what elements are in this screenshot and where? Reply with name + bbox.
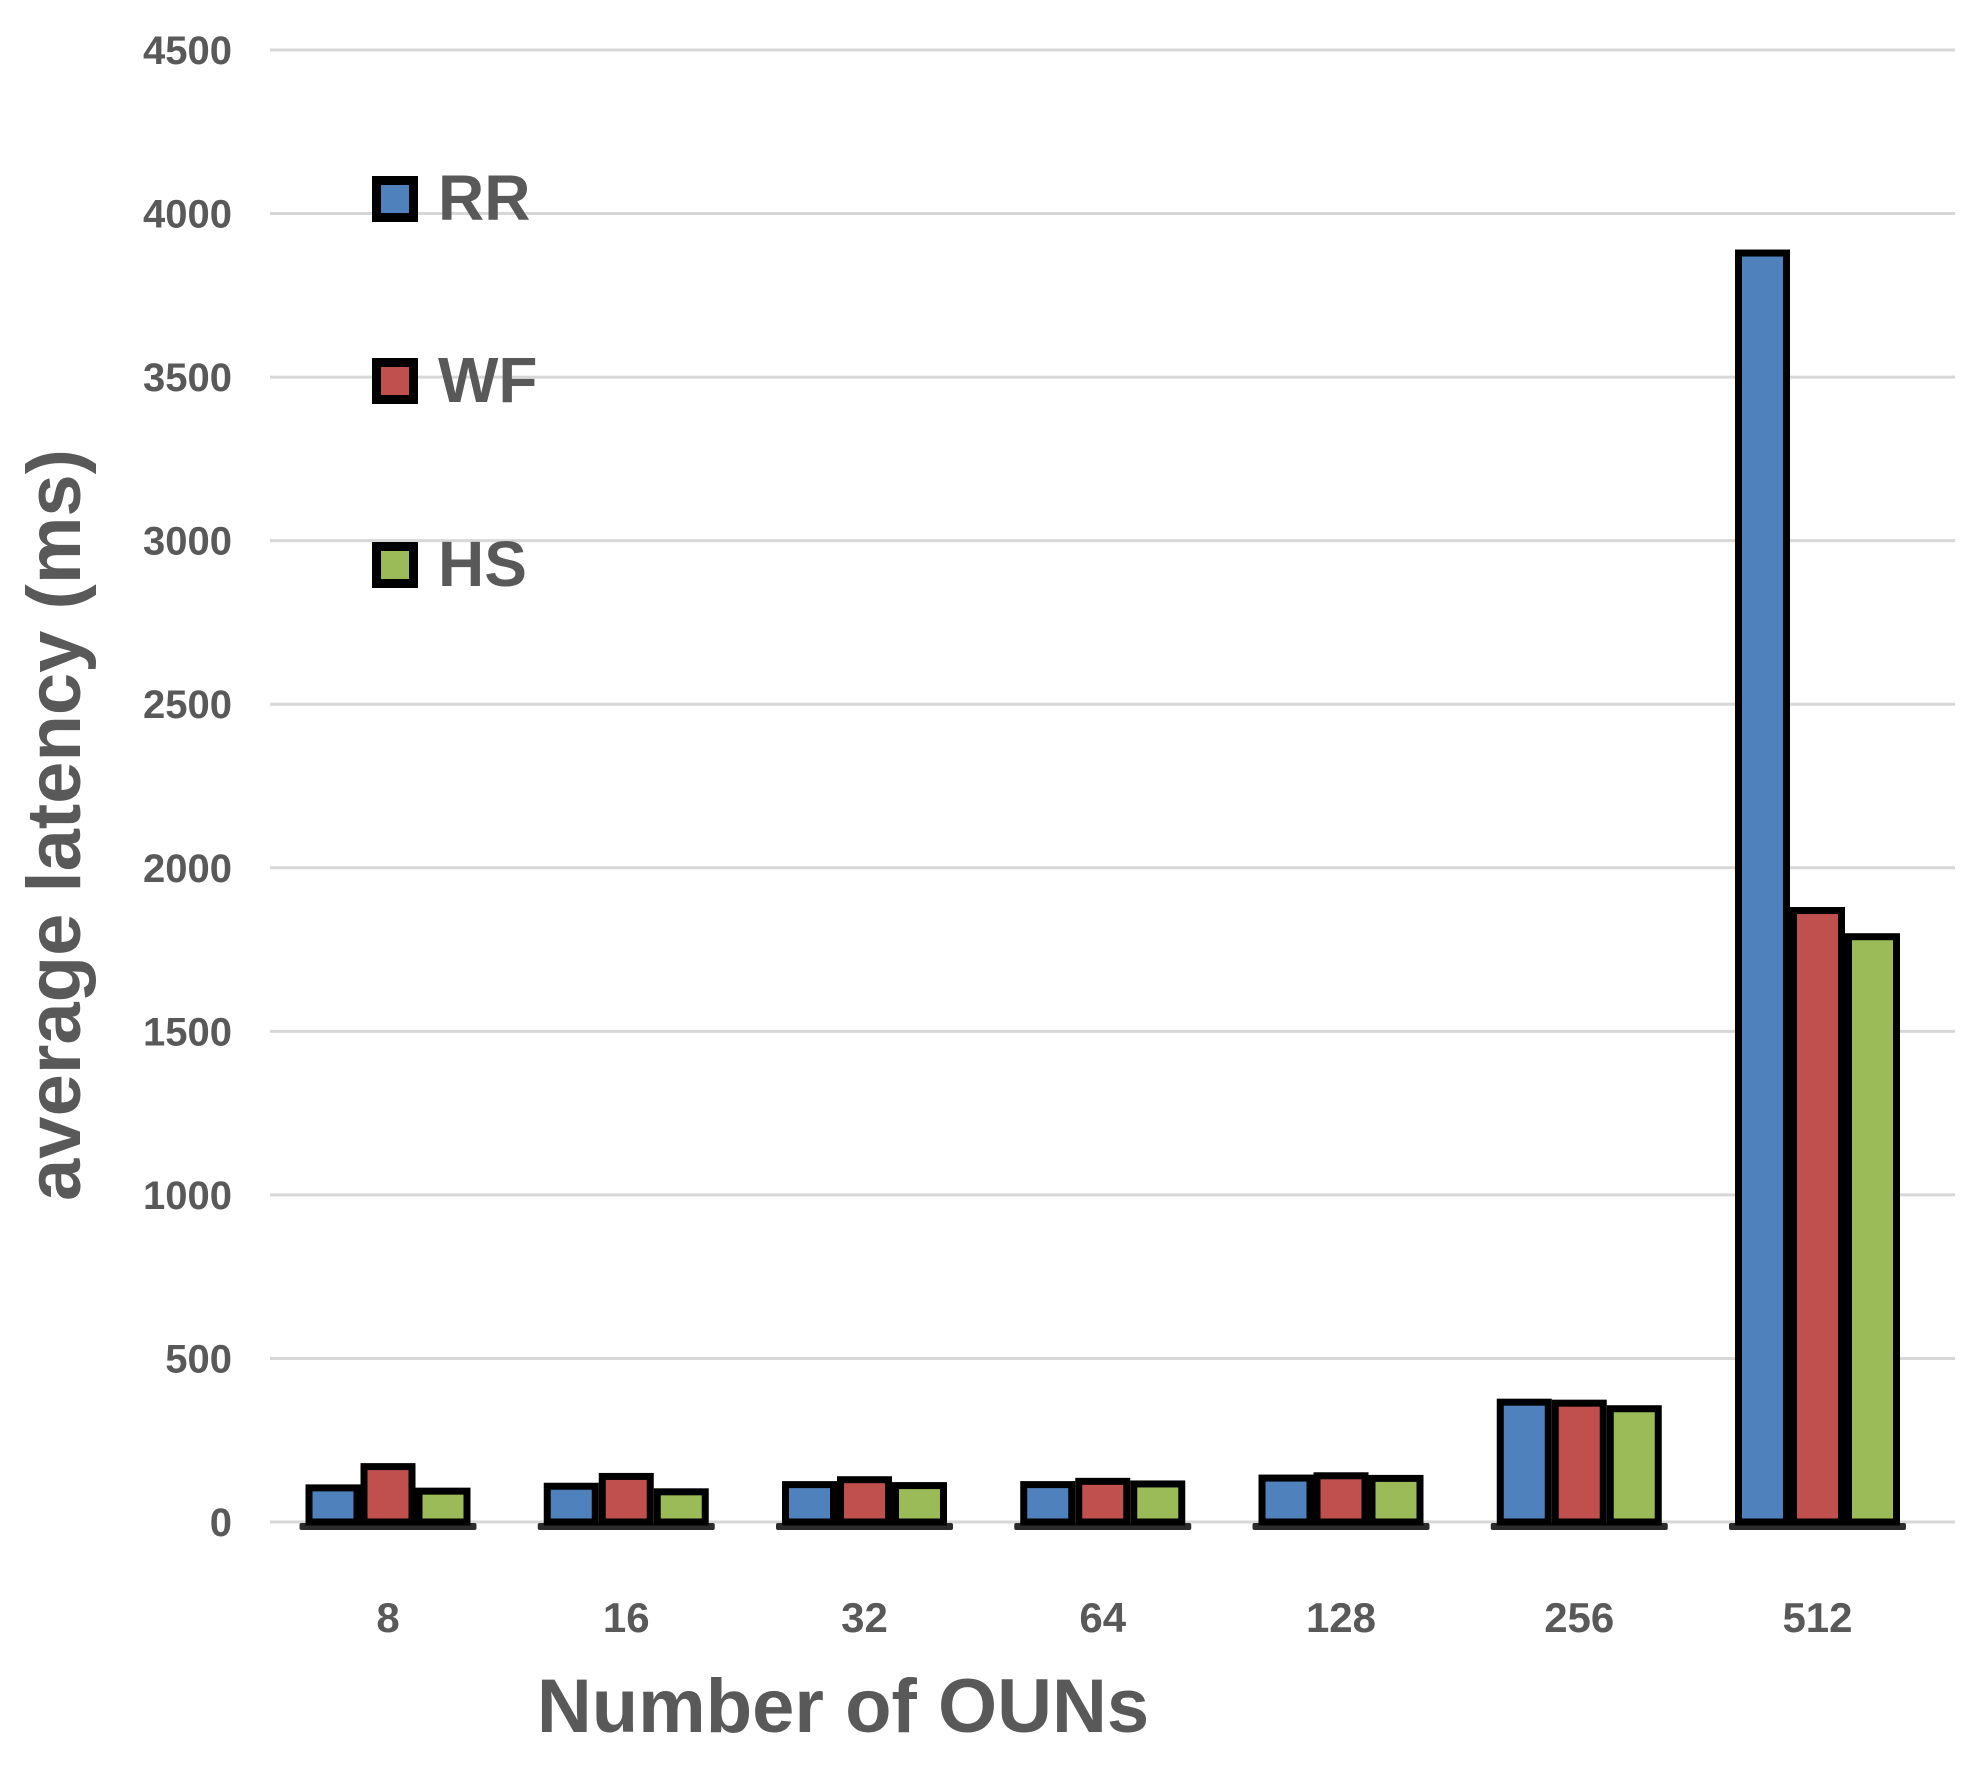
bar-WF-32: [837, 1476, 892, 1526]
y-tick-label-3000: 3000: [143, 520, 232, 564]
legend: RR WF HS: [372, 162, 538, 600]
legend-swatch-RR: [372, 176, 418, 222]
x-tick-label-8: 8: [376, 1594, 399, 1641]
x-tick-label-32: 32: [841, 1594, 888, 1641]
legend-swatch-HS: [372, 542, 418, 588]
y-tick-label-4500: 4500: [143, 29, 232, 73]
bars-group: [305, 249, 1900, 1526]
y-tick-label-0: 0: [210, 1501, 232, 1545]
legend-label-RR: RR: [438, 162, 530, 234]
bar-WF-512: [1790, 907, 1845, 1526]
gridlines-group: [270, 48, 1955, 1524]
bar-WF-8: [360, 1463, 416, 1526]
x-tick-label-512: 512: [1782, 1594, 1852, 1641]
y-tick-label-3500: 3500: [143, 356, 232, 400]
legend-label-WF: WF: [438, 344, 538, 416]
y-axis-tick-labels: 0 500 1000 1500 2000 2500 3000 3500 4000 4500: [143, 29, 232, 1545]
x-tick-label-16: 16: [603, 1594, 650, 1641]
bar-HS-256: [1606, 1405, 1662, 1526]
bar-HS-8: [415, 1487, 471, 1526]
bar-HS-512: [1845, 933, 1900, 1526]
y-tick-label-1000: 1000: [143, 1174, 232, 1218]
y-tick-label-2500: 2500: [143, 683, 232, 727]
bar-RR-128: [1258, 1474, 1314, 1526]
bar-HS-128: [1368, 1474, 1424, 1526]
x-tick-label-128: 128: [1306, 1594, 1376, 1641]
bar-HS-16: [653, 1488, 709, 1526]
bar-HS-32: [892, 1482, 947, 1526]
x-axis-tick-labels: 8 16 32 64 128 256 512: [376, 1594, 1852, 1641]
bar-RR-8: [305, 1484, 361, 1526]
y-tick-label-4000: 4000: [143, 193, 232, 237]
bar-WF-256: [1551, 1399, 1607, 1526]
bar-RR-16: [543, 1482, 599, 1526]
legend-item-WF: WF: [372, 344, 538, 416]
legend-label-HS: HS: [438, 528, 527, 600]
y-tick-label-1500: 1500: [143, 1010, 232, 1054]
bar-RR-512: [1735, 249, 1790, 1526]
bar-WF-16: [598, 1472, 654, 1526]
bar-RR-256: [1496, 1398, 1552, 1526]
bar-WF-128: [1313, 1472, 1369, 1526]
legend-item-HS: HS: [372, 528, 527, 600]
x-axis-title: Number of OUNs: [537, 1664, 1149, 1749]
x-tick-label-64: 64: [1079, 1594, 1126, 1641]
y-tick-label-500: 500: [165, 1337, 232, 1381]
bar-HS-64: [1130, 1480, 1186, 1526]
legend-swatch-WF: [372, 358, 418, 404]
legend-item-RR: RR: [372, 162, 530, 234]
bar-RR-64: [1020, 1481, 1076, 1526]
y-axis-title: average latency (ms): [12, 449, 97, 1201]
x-tick-label-256: 256: [1544, 1594, 1614, 1641]
bar-WF-64: [1075, 1477, 1131, 1526]
bar-RR-32: [782, 1481, 837, 1526]
y-tick-label-2000: 2000: [143, 847, 232, 891]
